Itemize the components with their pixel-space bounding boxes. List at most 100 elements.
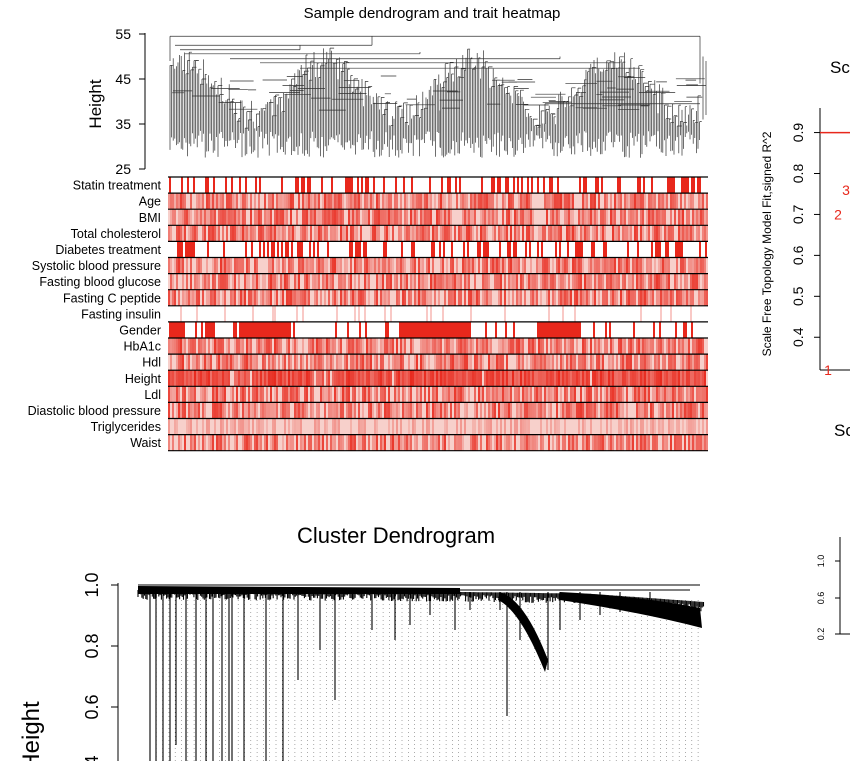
heatmap-cell	[222, 434, 224, 451]
heatmap-cell	[526, 193, 528, 210]
heatmap-cell	[654, 370, 656, 387]
heatmap-cell	[478, 354, 480, 371]
heatmap-cell	[474, 289, 476, 306]
heatmap-cell	[658, 289, 660, 306]
heatmap-cell	[542, 273, 544, 290]
scale-free-panel: Sc Scale Free Topology Model Fit,signed …	[760, 58, 850, 440]
heatmap-cell	[640, 418, 642, 435]
heatmap-cell	[612, 257, 614, 274]
heatmap-cell	[566, 402, 568, 419]
heatmap-cell	[682, 289, 684, 306]
heatmap-cell	[340, 434, 342, 451]
heatmap-cell	[198, 273, 200, 290]
heatmap-cell	[422, 434, 424, 451]
heatmap-cell	[320, 354, 322, 371]
heatmap-row	[168, 434, 708, 451]
heatmap-cell	[502, 209, 504, 226]
heatmap-cell	[230, 225, 232, 242]
heatmap-cell	[362, 209, 364, 226]
heatmap-cell	[664, 354, 666, 371]
heatmap-cell	[576, 434, 578, 451]
heatmap-cell	[598, 193, 600, 210]
heatmap-cell	[258, 434, 260, 451]
heatmap-cell	[594, 434, 596, 451]
heatmap-cell	[290, 193, 292, 210]
heatmap-cell	[340, 402, 342, 419]
heatmap-cell	[312, 386, 314, 403]
heatmap-cell	[450, 338, 452, 355]
heatmap-cell	[584, 370, 586, 387]
heatmap-cell	[300, 402, 302, 419]
heatmap-cell	[476, 370, 478, 387]
heatmap-cell	[484, 209, 486, 226]
heatmap-cell	[428, 354, 430, 371]
heatmap-cell	[420, 257, 422, 274]
heatmap-cell	[580, 225, 582, 242]
heatmap-cell	[398, 386, 400, 403]
heatmap-cell	[676, 289, 678, 306]
heatmap-cell	[368, 209, 370, 226]
heatmap-cell	[448, 354, 450, 371]
heatmap-cell	[420, 193, 422, 210]
y-tick: 0.7	[790, 204, 820, 224]
heatmap-cell	[212, 193, 214, 210]
heatmap-cell	[382, 370, 384, 387]
heatmap-cell	[544, 257, 546, 274]
heatmap-cell	[646, 289, 648, 306]
heatmap-cell	[680, 338, 682, 355]
heatmap-cell	[486, 225, 488, 242]
heatmap-cell	[644, 273, 646, 290]
heatmap-cell	[376, 338, 378, 355]
heatmap-cell	[696, 338, 698, 355]
heatmap-cell	[302, 193, 304, 210]
trait-label: Diabetes treatment	[55, 243, 161, 257]
heatmap-cell	[472, 418, 474, 435]
heatmap-cell	[628, 225, 630, 242]
heatmap-cell	[256, 273, 258, 290]
heatmap-cell	[386, 209, 388, 226]
heatmap-row	[168, 224, 708, 242]
heatmap-cell	[666, 257, 668, 274]
heatmap-cell	[510, 225, 512, 242]
heatmap-cell	[678, 434, 680, 451]
heatmap-cell	[662, 209, 664, 226]
heatmap-cell	[666, 273, 668, 290]
heatmap-cell	[320, 209, 322, 226]
heatmap-cell	[292, 418, 294, 435]
heatmap-cell	[384, 193, 386, 210]
heatmap-cell	[222, 402, 224, 419]
heatmap-cell	[228, 338, 230, 355]
heatmap-cell	[358, 193, 360, 210]
heatmap-cell	[634, 386, 636, 403]
heatmap-cell	[592, 193, 594, 210]
heatmap-cell	[698, 257, 700, 274]
heatmap-cell	[234, 338, 236, 355]
heatmap-cell	[560, 338, 562, 355]
heatmap-cell	[570, 434, 572, 451]
heatmap-cell	[336, 257, 338, 274]
heatmap-cell	[418, 257, 420, 274]
heatmap-cell	[234, 370, 236, 387]
heatmap-cell	[498, 225, 500, 242]
heatmap-cell	[428, 370, 430, 387]
heatmap-cell	[698, 386, 700, 403]
heatmap-cell	[652, 193, 654, 210]
heatmap-cell	[594, 370, 596, 387]
heatmap-cell	[688, 354, 690, 371]
heatmap-cell	[554, 225, 556, 242]
heatmap-cell	[648, 434, 650, 451]
heatmap-cell	[202, 418, 204, 435]
heatmap-cell	[350, 225, 352, 242]
heatmap-cell	[206, 273, 208, 290]
heatmap-cell	[244, 354, 246, 371]
heatmap-cell	[228, 402, 230, 419]
heatmap-cell	[508, 434, 510, 451]
heatmap-cell	[522, 386, 524, 403]
trait-label: Waist	[130, 436, 161, 450]
heatmap-cell	[218, 402, 220, 419]
heatmap-cell	[332, 370, 334, 387]
heatmap-cell	[558, 209, 560, 226]
heatmap-cell	[410, 434, 412, 451]
heatmap-cell	[670, 305, 672, 322]
heatmap-cell	[572, 370, 574, 387]
